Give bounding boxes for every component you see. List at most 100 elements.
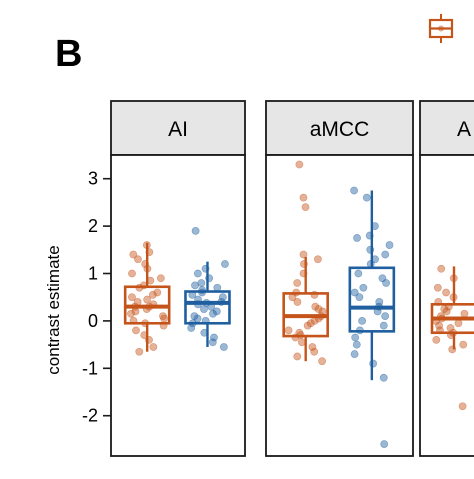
data-point xyxy=(442,307,451,316)
facets: AI aMCC A xyxy=(110,100,474,457)
data-point xyxy=(140,331,149,340)
data-point xyxy=(310,317,319,325)
data-point xyxy=(299,269,308,278)
data-point xyxy=(129,250,138,259)
data-point xyxy=(131,307,140,316)
data-point xyxy=(159,321,168,330)
data-point xyxy=(362,193,371,202)
data-point xyxy=(350,350,359,358)
data-point xyxy=(449,274,458,283)
data-point xyxy=(188,290,197,299)
data-point xyxy=(435,321,444,330)
data-point xyxy=(291,333,300,342)
data-point xyxy=(449,293,458,302)
data-point xyxy=(218,293,227,302)
data-point xyxy=(380,440,389,449)
box-group-blue xyxy=(184,226,231,351)
data-point xyxy=(459,340,468,349)
data-point xyxy=(382,279,391,287)
data-point xyxy=(314,314,323,323)
legend-key xyxy=(428,14,454,43)
data-point xyxy=(356,326,364,335)
data-point xyxy=(208,338,217,347)
data-point xyxy=(141,319,150,328)
data-point xyxy=(141,260,150,268)
data-point xyxy=(354,269,363,278)
box-group-blue xyxy=(348,186,396,449)
data-point xyxy=(352,340,361,349)
facet-strip xyxy=(110,100,246,156)
data-point xyxy=(198,288,206,297)
facet-label: aMCC xyxy=(310,118,370,141)
data-point xyxy=(318,357,327,366)
data-point xyxy=(135,347,144,356)
data-point xyxy=(146,276,155,285)
data-point xyxy=(449,328,458,337)
data-point xyxy=(213,283,222,292)
data-point xyxy=(314,305,323,313)
data-point xyxy=(201,317,210,325)
data-point xyxy=(358,317,367,325)
data-point xyxy=(444,302,453,311)
data-point xyxy=(385,241,394,249)
data-point xyxy=(293,279,302,287)
data-point xyxy=(351,333,360,342)
data-point xyxy=(366,245,375,254)
facet-ai: AI xyxy=(110,100,246,457)
data-point xyxy=(288,293,297,302)
data-point xyxy=(375,302,383,311)
data-point xyxy=(432,317,440,325)
data-point xyxy=(317,312,325,321)
y-tick-label: 2 xyxy=(88,216,98,236)
facet-strip xyxy=(419,100,474,156)
data-point xyxy=(210,333,218,342)
data-point xyxy=(143,295,152,304)
y-tick-label: -2 xyxy=(82,406,98,426)
data-point xyxy=(350,288,359,297)
data-point xyxy=(156,274,165,283)
panel-letter: B xyxy=(55,33,82,75)
data-point xyxy=(142,305,151,313)
data-point xyxy=(440,305,449,313)
data-point xyxy=(207,302,216,311)
data-point xyxy=(369,359,378,368)
data-point xyxy=(299,250,308,259)
data-point xyxy=(359,283,368,292)
data-point xyxy=(303,321,312,330)
data-point xyxy=(217,298,226,306)
data-point xyxy=(300,260,308,268)
box xyxy=(184,290,231,325)
data-point xyxy=(371,222,379,231)
data-point xyxy=(153,288,162,297)
data-point xyxy=(318,307,327,316)
data-point xyxy=(310,290,319,299)
data-point xyxy=(200,305,208,313)
data-point xyxy=(149,343,158,351)
data-point xyxy=(381,312,390,321)
data-point xyxy=(432,335,441,344)
data-point xyxy=(142,241,151,249)
data-point xyxy=(132,326,140,335)
facet-label: A xyxy=(457,118,471,141)
data-point xyxy=(308,343,317,351)
y-tick-label: 0 xyxy=(88,311,98,331)
data-point xyxy=(458,402,467,411)
data-point xyxy=(293,298,302,306)
data-point xyxy=(297,338,306,347)
data-point xyxy=(454,319,463,328)
data-point xyxy=(379,373,388,382)
data-point xyxy=(310,347,319,356)
data-point xyxy=(436,326,444,335)
data-point xyxy=(301,203,310,212)
data-point xyxy=(198,286,207,294)
y-tick-label: -1 xyxy=(82,358,98,378)
y-axis-label: contrast estimate xyxy=(44,245,63,374)
data-point xyxy=(201,264,210,273)
data-point xyxy=(127,309,135,318)
data-point xyxy=(188,319,197,328)
data-point xyxy=(194,300,202,309)
data-point xyxy=(381,250,390,259)
data-point xyxy=(128,293,136,302)
facet-amcc: aMCC xyxy=(265,100,414,457)
